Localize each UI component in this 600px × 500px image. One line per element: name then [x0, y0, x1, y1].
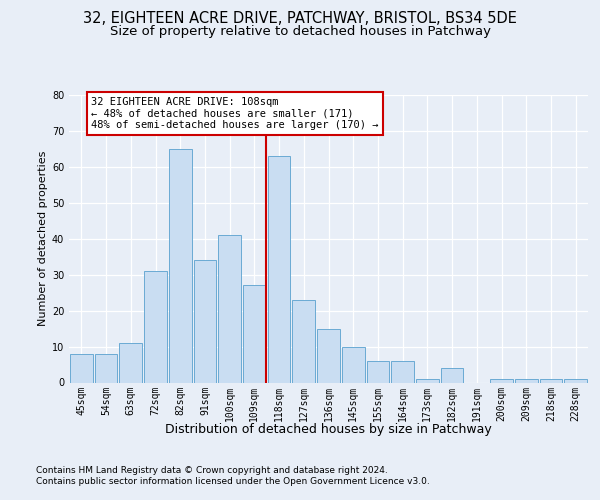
- Bar: [169, 149, 191, 382]
- Text: Distribution of detached houses by size in Patchway: Distribution of detached houses by size …: [166, 422, 492, 436]
- Bar: [342, 346, 365, 382]
- Bar: [292, 300, 315, 382]
- Bar: [367, 361, 389, 382]
- Text: Contains public sector information licensed under the Open Government Licence v3: Contains public sector information licen…: [36, 477, 430, 486]
- Text: 32 EIGHTEEN ACRE DRIVE: 108sqm
← 48% of detached houses are smaller (171)
48% of: 32 EIGHTEEN ACRE DRIVE: 108sqm ← 48% of …: [91, 97, 379, 130]
- Bar: [218, 235, 241, 382]
- Bar: [515, 379, 538, 382]
- Bar: [70, 354, 93, 382]
- Bar: [539, 379, 562, 382]
- Bar: [194, 260, 216, 382]
- Bar: [564, 379, 587, 382]
- Bar: [317, 328, 340, 382]
- Y-axis label: Number of detached properties: Number of detached properties: [38, 151, 47, 326]
- Bar: [416, 379, 439, 382]
- Bar: [391, 361, 414, 382]
- Bar: [119, 343, 142, 382]
- Bar: [441, 368, 463, 382]
- Bar: [144, 271, 167, 382]
- Bar: [490, 379, 513, 382]
- Text: Contains HM Land Registry data © Crown copyright and database right 2024.: Contains HM Land Registry data © Crown c…: [36, 466, 388, 475]
- Bar: [95, 354, 118, 382]
- Bar: [243, 286, 266, 382]
- Text: Size of property relative to detached houses in Patchway: Size of property relative to detached ho…: [110, 25, 491, 38]
- Text: 32, EIGHTEEN ACRE DRIVE, PATCHWAY, BRISTOL, BS34 5DE: 32, EIGHTEEN ACRE DRIVE, PATCHWAY, BRIST…: [83, 11, 517, 26]
- Bar: [268, 156, 290, 382]
